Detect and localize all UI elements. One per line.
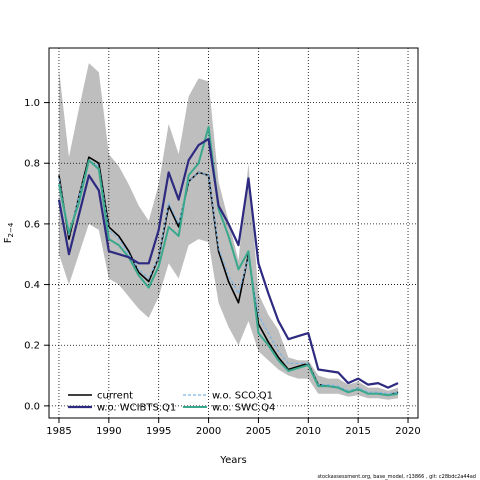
y-axis-title: F2−4 — [3, 222, 15, 243]
legend-label-0: current — [97, 391, 133, 402]
series-line-3 — [57, 125, 399, 397]
series-line-1 — [57, 137, 399, 389]
legend-label-1: w.o. WCIBTS.Q1 — [97, 403, 176, 414]
x-tick-label: 2010 — [296, 426, 321, 437]
x-axis-title: Years — [219, 455, 246, 466]
y-axis-title-main: F — [3, 237, 14, 243]
plot-frame — [48, 47, 419, 419]
x-tick-label: 2000 — [196, 426, 221, 437]
y-tick-label: 1.0 — [24, 98, 40, 109]
x-tick-label: 1985 — [46, 426, 71, 437]
legend-label-3: w.o. SWC.Q4 — [212, 403, 275, 414]
x-tick-label: 1990 — [96, 426, 121, 437]
x-tick-label: 2015 — [345, 426, 370, 437]
y-tick-label: 0.6 — [24, 219, 40, 230]
x-tick-label: 2020 — [395, 426, 420, 437]
footnote: stockassessment.org, base_model, r13866 … — [317, 474, 476, 480]
y-tick-label: 0.2 — [24, 341, 40, 352]
y-axis: 0.0 0.2 0.4 0.6 0.8 1.0 — [24, 98, 49, 412]
legend-label-2: w.o. SCO.Q1 — [212, 391, 273, 402]
confidence-band — [58, 63, 399, 400]
series-line-2 — [58, 159, 399, 395]
x-axis: 1985 1990 1995 2000 2005 2010 2015 2020 — [46, 418, 421, 437]
confidence-band-layer — [58, 63, 399, 400]
x-tick-label: 1995 — [146, 426, 171, 437]
y-tick-label: 0.8 — [24, 159, 40, 170]
x-tick-label: 2005 — [246, 426, 271, 437]
y-axis-title-subscript: 2−4 — [7, 222, 15, 237]
y-tick-label: 0.4 — [24, 280, 40, 291]
y-tick-label: 0.0 — [24, 401, 40, 412]
series-layer — [57, 125, 399, 397]
